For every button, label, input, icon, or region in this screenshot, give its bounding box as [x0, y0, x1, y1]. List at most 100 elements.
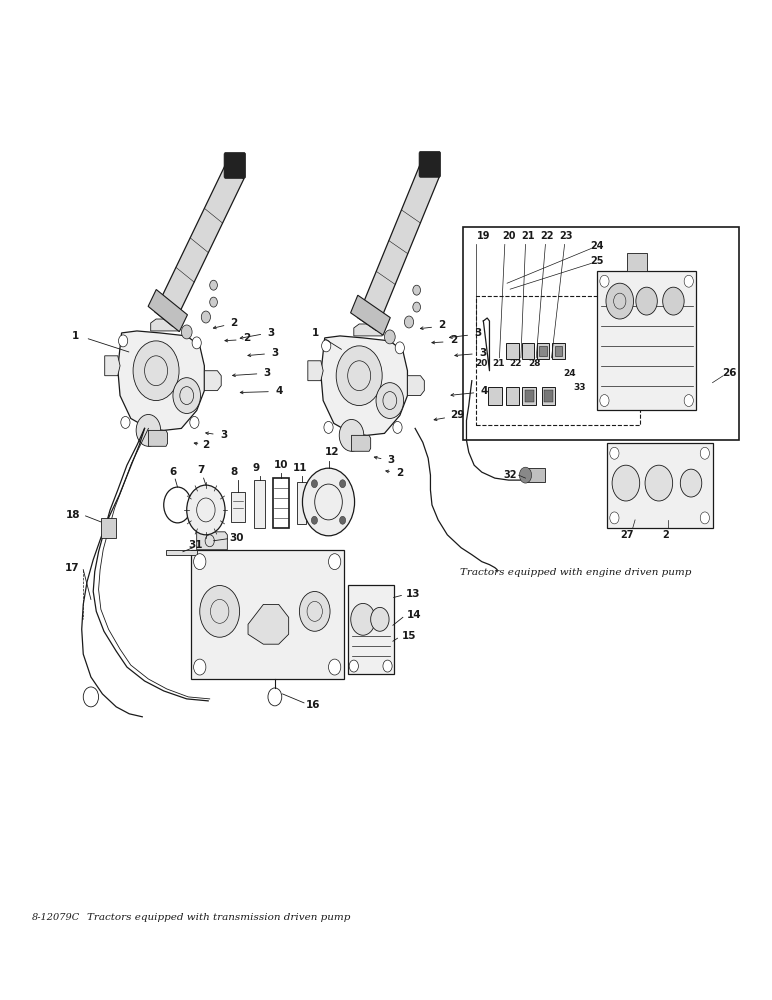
Bar — [506, 343, 519, 359]
Circle shape — [119, 335, 127, 347]
Bar — [552, 343, 564, 359]
Circle shape — [376, 383, 404, 418]
Bar — [522, 343, 534, 359]
Text: 3: 3 — [474, 328, 482, 338]
Circle shape — [349, 660, 358, 672]
Circle shape — [384, 330, 395, 344]
Bar — [525, 390, 534, 402]
Bar — [297, 482, 306, 524]
Circle shape — [303, 468, 354, 536]
Text: 31: 31 — [188, 540, 203, 550]
Text: 2: 2 — [450, 335, 457, 345]
Polygon shape — [321, 336, 408, 435]
Circle shape — [136, 414, 161, 446]
Bar — [101, 518, 117, 538]
Text: 6: 6 — [169, 467, 177, 477]
Circle shape — [350, 603, 375, 635]
Bar — [542, 387, 555, 405]
Text: 23: 23 — [560, 231, 573, 241]
Text: 17: 17 — [64, 563, 79, 573]
Circle shape — [83, 687, 99, 707]
Text: 3: 3 — [220, 430, 227, 440]
Circle shape — [413, 285, 421, 295]
Text: 10: 10 — [274, 460, 288, 470]
Text: 21: 21 — [521, 231, 534, 241]
Text: 20: 20 — [476, 359, 488, 368]
Text: 12: 12 — [325, 447, 340, 457]
Text: 14: 14 — [407, 610, 422, 620]
FancyBboxPatch shape — [273, 478, 290, 528]
Text: 22: 22 — [540, 231, 554, 241]
Text: 1: 1 — [312, 328, 319, 338]
Text: 18: 18 — [66, 510, 80, 520]
Polygon shape — [248, 604, 289, 644]
Circle shape — [187, 485, 225, 535]
Text: 2: 2 — [243, 333, 250, 343]
FancyBboxPatch shape — [419, 151, 441, 177]
Circle shape — [311, 480, 317, 488]
Bar — [476, 296, 641, 425]
Circle shape — [383, 660, 392, 672]
Circle shape — [395, 342, 405, 354]
Bar — [597, 271, 696, 410]
Polygon shape — [166, 550, 197, 555]
Polygon shape — [151, 319, 179, 331]
Text: 3: 3 — [267, 328, 275, 338]
Text: 4: 4 — [480, 386, 488, 396]
Circle shape — [311, 516, 317, 524]
Text: 22: 22 — [510, 359, 522, 368]
Polygon shape — [205, 371, 222, 391]
Bar — [628, 253, 647, 271]
Circle shape — [405, 316, 414, 328]
Circle shape — [190, 416, 199, 428]
Text: 8: 8 — [231, 467, 238, 477]
Text: 33: 33 — [573, 383, 585, 392]
Circle shape — [612, 465, 640, 501]
Circle shape — [600, 275, 609, 287]
Bar — [540, 346, 547, 356]
Text: 1: 1 — [72, 331, 80, 341]
Text: 16: 16 — [306, 700, 320, 710]
Bar — [231, 492, 245, 522]
Circle shape — [662, 287, 684, 315]
Circle shape — [680, 469, 702, 497]
Polygon shape — [148, 289, 188, 332]
Circle shape — [413, 302, 421, 312]
Circle shape — [684, 275, 693, 287]
Text: 2: 2 — [202, 440, 209, 450]
Bar — [347, 585, 394, 674]
Circle shape — [192, 337, 201, 349]
Polygon shape — [148, 430, 168, 446]
Circle shape — [340, 480, 346, 488]
Text: Tractors equipped with transmission driven pump: Tractors equipped with transmission driv… — [87, 913, 350, 922]
Circle shape — [200, 586, 239, 637]
Polygon shape — [105, 356, 120, 376]
Bar — [537, 343, 549, 359]
Text: 3: 3 — [263, 368, 271, 378]
Polygon shape — [308, 361, 323, 381]
Polygon shape — [350, 295, 391, 335]
Circle shape — [300, 591, 330, 631]
Text: Tractors equipped with engine driven pump: Tractors equipped with engine driven pum… — [460, 568, 692, 577]
Text: 2: 2 — [438, 320, 445, 330]
Polygon shape — [118, 331, 205, 430]
Circle shape — [210, 297, 218, 307]
Text: 24: 24 — [590, 241, 604, 251]
Bar — [554, 346, 562, 356]
Circle shape — [133, 341, 179, 401]
Text: 11: 11 — [293, 463, 307, 473]
Bar — [526, 468, 545, 482]
Circle shape — [120, 416, 130, 428]
Circle shape — [600, 395, 609, 407]
Text: 32: 32 — [503, 470, 517, 480]
Bar — [607, 443, 713, 528]
Text: 15: 15 — [401, 631, 416, 641]
Circle shape — [201, 311, 211, 323]
Text: 21: 21 — [493, 359, 505, 368]
Text: 24: 24 — [563, 369, 575, 378]
Text: 4: 4 — [275, 386, 283, 396]
Circle shape — [636, 287, 657, 315]
Bar — [254, 480, 265, 528]
Polygon shape — [357, 164, 439, 331]
Polygon shape — [354, 324, 382, 336]
